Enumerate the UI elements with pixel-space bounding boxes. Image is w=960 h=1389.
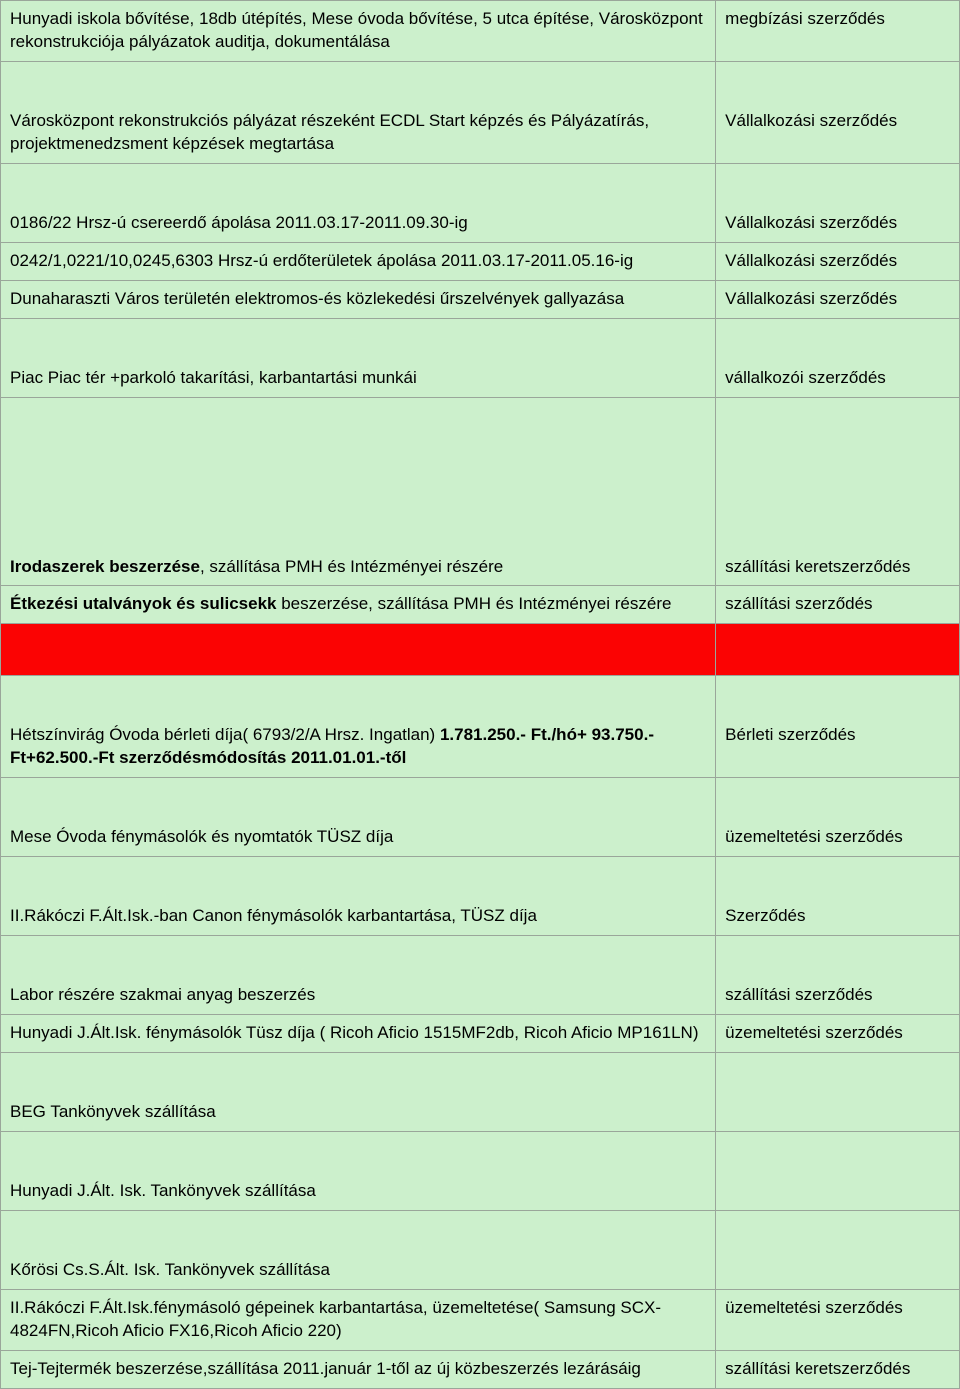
table-row: Piac Piac tér +parkoló takarítási, karba…: [1, 318, 960, 397]
row-contract-type: [716, 1131, 960, 1210]
table-row: II.Rákóczi F.Ált.Isk.-ban Canon fénymáso…: [1, 857, 960, 936]
row-description: Étkezési utalványok és sulicsekk beszerz…: [1, 586, 716, 624]
row-description: Hunyadi J.Ált. Isk. Tankönyvek szállítás…: [1, 1131, 716, 1210]
table-row: Dunaharaszti Város területén elektromos-…: [1, 280, 960, 318]
table-row: II.Rákóczi F.Ált.Isk.fénymásoló gépeinek…: [1, 1289, 960, 1350]
row-description: II.Rákóczi F.Ált.Isk.-ban Canon fénymáso…: [1, 857, 716, 936]
row-description: 0186/22 Hrsz-ú csereerdő ápolása 2011.03…: [1, 163, 716, 242]
table-row: Kőrösi Cs.S.Ált. Isk. Tankönyvek szállít…: [1, 1210, 960, 1289]
table-row: Városközpont rekonstrukciós pályázat rés…: [1, 61, 960, 163]
table-row: Hunyadi J.Ált. Isk. Tankönyvek szállítás…: [1, 1131, 960, 1210]
row-contract-type: szállítási szerződés: [716, 586, 960, 624]
row-contract-type: szállítási keretszerződés: [716, 1350, 960, 1388]
row-description: Piac Piac tér +parkoló takarítási, karba…: [1, 318, 716, 397]
row-contract-type: üzemeltetési szerződés: [716, 1015, 960, 1053]
row-contract-type: Bérleti szerződés: [716, 676, 960, 778]
row-description: Labor részére szakmai anyag beszerzés: [1, 936, 716, 1015]
row-contract-type: Vállalkozási szerződés: [716, 280, 960, 318]
table-row: Hunyadi J.Ált.Isk. fénymásolók Tüsz díja…: [1, 1015, 960, 1053]
row-contract-type: üzemeltetési szerződés: [716, 778, 960, 857]
row-contract-type: Vállalkozási szerződés: [716, 61, 960, 163]
row-contract-type: [716, 624, 960, 676]
table-row: Hunyadi iskola bővítése, 18db útépítés, …: [1, 1, 960, 62]
table-row: Irodaszerek beszerzése, szállítása PMH é…: [1, 397, 960, 586]
row-description: 0242/1,0221/10,0245,6303 Hrsz-ú erdőterü…: [1, 242, 716, 280]
row-contract-type: Vállalkozási szerződés: [716, 242, 960, 280]
row-description: Dunaharaszti Város területén elektromos-…: [1, 280, 716, 318]
row-description: Tej-Tejtermék beszerzése,szállítása 2011…: [1, 1350, 716, 1388]
table-row: Mese Óvoda fénymásolók és nyomtatók TÜSZ…: [1, 778, 960, 857]
row-description: Irodaszerek beszerzése, szállítása PMH é…: [1, 397, 716, 586]
row-contract-type: [716, 1210, 960, 1289]
row-contract-type: vállalkozói szerződés: [716, 318, 960, 397]
row-description: Városközpont rekonstrukciós pályázat rés…: [1, 61, 716, 163]
row-contract-type: Szerződés: [716, 857, 960, 936]
document-table: Hunyadi iskola bővítése, 18db útépítés, …: [0, 0, 960, 1389]
table-row: 0242/1,0221/10,0245,6303 Hrsz-ú erdőterü…: [1, 242, 960, 280]
row-contract-type: szállítási keretszerződés: [716, 397, 960, 586]
table-row: [1, 624, 960, 676]
table-row: Hétszínvirág Óvoda bérleti díja( 6793/2/…: [1, 676, 960, 778]
table-row: Labor részére szakmai anyag beszerzésszá…: [1, 936, 960, 1015]
row-contract-type: [716, 1053, 960, 1132]
table-row: BEG Tankönyvek szállítása: [1, 1053, 960, 1132]
row-description: II.Rákóczi F.Ált.Isk.fénymásoló gépeinek…: [1, 1289, 716, 1350]
table-row: 0186/22 Hrsz-ú csereerdő ápolása 2011.03…: [1, 163, 960, 242]
row-contract-type: Vállalkozási szerződés: [716, 163, 960, 242]
table-row: Tej-Tejtermék beszerzése,szállítása 2011…: [1, 1350, 960, 1388]
row-contract-type: szállítási szerződés: [716, 936, 960, 1015]
row-description: Hétszínvirág Óvoda bérleti díja( 6793/2/…: [1, 676, 716, 778]
row-description: Hunyadi J.Ált.Isk. fénymásolók Tüsz díja…: [1, 1015, 716, 1053]
row-description: BEG Tankönyvek szállítása: [1, 1053, 716, 1132]
row-description: Hunyadi iskola bővítése, 18db útépítés, …: [1, 1, 716, 62]
table-row: Étkezési utalványok és sulicsekk beszerz…: [1, 586, 960, 624]
row-contract-type: üzemeltetési szerződés: [716, 1289, 960, 1350]
row-contract-type: megbízási szerződés: [716, 1, 960, 62]
row-description: Kőrösi Cs.S.Ált. Isk. Tankönyvek szállít…: [1, 1210, 716, 1289]
row-description: Mese Óvoda fénymásolók és nyomtatók TÜSZ…: [1, 778, 716, 857]
row-description: [1, 624, 716, 676]
